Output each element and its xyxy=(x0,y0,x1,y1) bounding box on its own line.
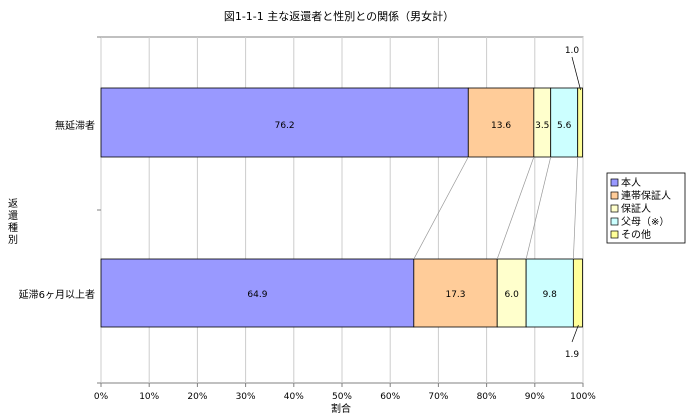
data-label: 76.2 xyxy=(275,121,295,131)
y-axis-title-char: 別 xyxy=(8,234,18,246)
data-label: 17.3 xyxy=(445,290,465,300)
x-tick-label: 100% xyxy=(570,392,596,402)
bar-segment xyxy=(413,258,498,328)
legend-label: 保証人 xyxy=(621,202,651,215)
data-label: 5.6 xyxy=(557,121,572,131)
data-label: 1.9 xyxy=(565,350,580,360)
x-axis-title: 割合 xyxy=(331,402,351,415)
legend-swatch xyxy=(610,191,619,200)
bar-segment xyxy=(100,87,469,158)
legend-swatch xyxy=(610,217,619,226)
x-tick-label: 50% xyxy=(332,392,352,402)
legend-box xyxy=(606,172,686,244)
series-connector xyxy=(573,156,579,260)
x-tick-label: 40% xyxy=(284,392,304,402)
bar-segment xyxy=(100,258,415,328)
bar-segment xyxy=(467,87,535,158)
x-tick-label: 60% xyxy=(380,392,400,402)
bar-segment xyxy=(577,87,583,158)
legend-label: 本人 xyxy=(621,176,641,189)
data-label: 9.8 xyxy=(543,290,558,300)
x-tick-label: 20% xyxy=(187,392,207,402)
x-tick-label: 0% xyxy=(94,392,109,402)
bar-segment xyxy=(572,258,583,328)
legend-label: 父母（※） xyxy=(621,216,669,228)
legend-label: その他 xyxy=(621,228,651,241)
data-label: 6.0 xyxy=(504,290,519,300)
x-tick-label: 10% xyxy=(139,392,159,402)
callout-line xyxy=(571,324,579,343)
y-axis-title: 返還種別 xyxy=(8,198,18,246)
data-label: 1.0 xyxy=(565,46,580,56)
bar-segment xyxy=(550,87,579,158)
plot-area: 0% 10% 20% 30% 40% 50% 60% 70% 80% 90% 100% 76.2 13.… xyxy=(19,36,596,402)
series-connector xyxy=(413,156,469,260)
category-label: 延滞6ヶ月以上者 xyxy=(19,289,95,301)
legend-swatch xyxy=(610,230,619,239)
chart-title: 図1-1-1 主な返還者と性別との関係（男女計） xyxy=(224,9,454,23)
x-tick-label: 90% xyxy=(525,392,545,402)
x-tick-label: 70% xyxy=(428,392,448,402)
y-axis-title-char: 返 xyxy=(8,198,18,210)
legend-swatch xyxy=(610,204,619,213)
y-axis-title-char: 還 xyxy=(8,210,18,222)
category-label: 無延滞者 xyxy=(55,119,95,132)
legend-label: 連帯保証人 xyxy=(621,189,671,202)
y-axis-title-char: 種 xyxy=(8,221,18,234)
data-label: 13.6 xyxy=(491,121,511,131)
data-label: 64.9 xyxy=(247,290,267,300)
data-label: 3.5 xyxy=(535,121,549,131)
series-connector xyxy=(525,156,552,260)
x-tick-label: 30% xyxy=(236,392,256,402)
series-connector xyxy=(496,156,535,260)
legend-swatch xyxy=(610,178,619,187)
callout-line xyxy=(571,56,581,91)
x-tick-label: 80% xyxy=(477,392,497,402)
bar-segment xyxy=(525,258,574,328)
